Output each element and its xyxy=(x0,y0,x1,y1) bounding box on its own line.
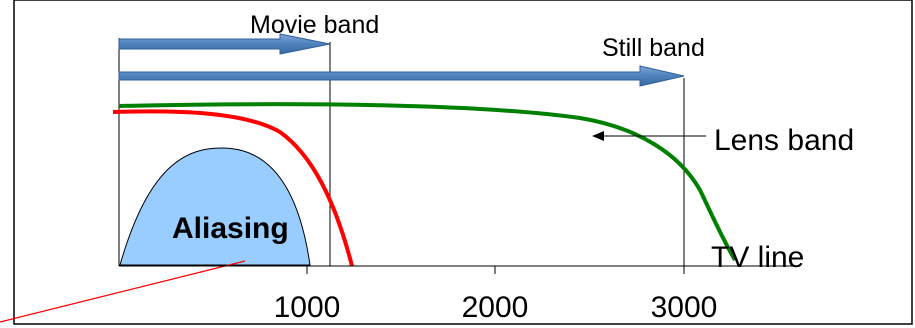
aliasing-cutoff-curve xyxy=(112,109,354,267)
diagram-frame xyxy=(13,0,913,325)
aliasing-pointer-line xyxy=(0,260,246,323)
lens-band-pointer-head xyxy=(592,131,604,141)
aliasing-label: Aliasing xyxy=(172,212,289,245)
tick-label-2000: 2000 xyxy=(462,291,529,324)
tick-label-1000: 1000 xyxy=(274,291,341,324)
tv-line-label: TV line xyxy=(711,241,804,274)
frequency-axis-ticks xyxy=(306,266,685,274)
tick-label-3000: 3000 xyxy=(651,291,718,324)
still-band-label: Still band xyxy=(602,34,705,62)
movie-band-arrow xyxy=(118,33,331,55)
lens-band-curve xyxy=(118,102,737,262)
movie-band-label: Movie band xyxy=(250,11,379,39)
still-band-arrow xyxy=(118,65,685,87)
lens-band-label: Lens band xyxy=(714,124,854,157)
aliasing-region xyxy=(119,147,311,266)
